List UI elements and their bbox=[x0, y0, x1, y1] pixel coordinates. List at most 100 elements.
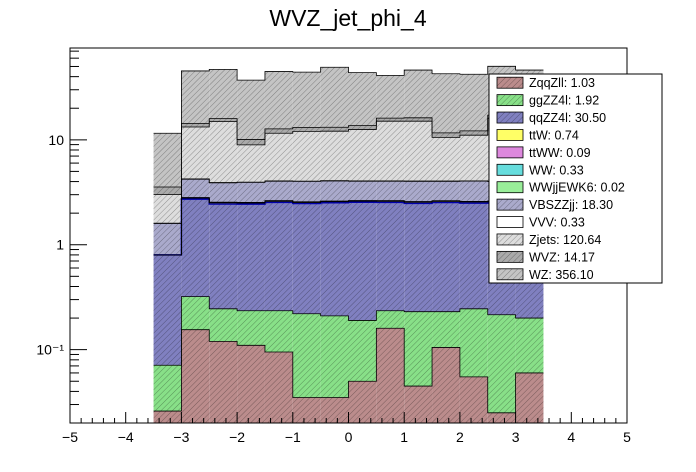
outline-qqZZ4l bbox=[153, 198, 544, 256]
bar-hatch-WVZ-bin-0 bbox=[153, 186, 182, 195]
legend-swatch-hatch-ZqqZll bbox=[497, 77, 523, 89]
bar-hatch-qqZZ4l-bin-10 bbox=[432, 202, 460, 312]
bar-hatch-Zjets-bin-9 bbox=[404, 121, 433, 182]
legend-label-WW: WW: 0.33 bbox=[529, 163, 584, 177]
bar-hatch-ZqqZll-bin-5 bbox=[292, 397, 321, 423]
bar-hatch-ZqqZll-bin-2 bbox=[209, 341, 238, 423]
bar-hatch-WZ-bin-9 bbox=[404, 70, 433, 118]
bar-hatch-ZqqZll-bin-8 bbox=[376, 328, 405, 423]
bar-hatch-WZ-bin-10 bbox=[432, 73, 460, 133]
legend-label-VBSZZjj: VBSZZjj: 18.30 bbox=[529, 198, 613, 212]
bar-hatch-qqZZ4l-bin-3 bbox=[237, 204, 265, 311]
x-tick-label: 1 bbox=[400, 429, 408, 445]
x-tick-label: −2 bbox=[229, 429, 245, 445]
bar-hatch-ggZZ4l-bin-2 bbox=[209, 308, 238, 342]
bar-hatch-ZqqZll-bin-11 bbox=[459, 376, 488, 423]
legend-label-ggZZ4l: ggZZ4l: 1.92 bbox=[529, 94, 599, 108]
bar-hatch-VBSZZjj-bin-0 bbox=[153, 223, 182, 255]
x-tick-label: −5 bbox=[62, 429, 78, 445]
bar-hatch-Zjets-bin-6 bbox=[320, 131, 349, 181]
legend-swatch-hatch-WVZ bbox=[497, 251, 523, 263]
legend-swatch-ttWW bbox=[496, 146, 524, 159]
bar-hatch-VBSZZjj-bin-7 bbox=[348, 181, 377, 201]
bar-hatch-WZ-bin-11 bbox=[459, 74, 488, 131]
bar-hatch-qqZZ4l-bin-9 bbox=[404, 203, 433, 312]
outline-WVZ bbox=[153, 114, 544, 188]
bar-hatch-VBSZZjj-bin-9 bbox=[404, 181, 433, 202]
bar-hatch-qqZZ4l-bin-5 bbox=[292, 203, 321, 314]
x-tick-label: 3 bbox=[512, 429, 520, 445]
bar-hatch-qqZZ4l-bin-11 bbox=[459, 203, 488, 309]
y-tick-label: 10 bbox=[48, 132, 64, 148]
legend-swatch-VVV bbox=[496, 216, 524, 228]
bar-hatch-ggZZ4l-bin-9 bbox=[404, 311, 433, 387]
bar-hatch-qqZZ4l-bin-0 bbox=[153, 254, 182, 366]
legend-swatch-hatch-ggZZ4l bbox=[497, 94, 523, 106]
bar-hatch-Zjets-bin-8 bbox=[376, 121, 405, 181]
outline-Zjets bbox=[153, 117, 544, 196]
outline-VVV bbox=[153, 178, 544, 224]
bar-hatch-Zjets-bin-3 bbox=[237, 144, 265, 183]
bar-hatch-WZ-bin-5 bbox=[292, 72, 321, 128]
legend-swatch-ttW bbox=[496, 129, 524, 141]
bar-hatch-qqZZ4l-bin-8 bbox=[376, 202, 405, 311]
bar-hatch-WZ-bin-0 bbox=[153, 133, 182, 187]
bar-hatch-ggZZ4l-bin-12 bbox=[487, 314, 516, 413]
bar-hatch-WVZ-bin-8 bbox=[376, 118, 405, 122]
bar-hatch-ZqqZll-bin-12 bbox=[487, 412, 516, 423]
bar-hatch-WVZ-bin-1 bbox=[181, 123, 210, 128]
bar-hatch-ZqqZll-bin-6 bbox=[320, 397, 349, 423]
stack-outlines bbox=[153, 65, 544, 414]
x-tick-label: 2 bbox=[456, 429, 464, 445]
bar-hatch-ZqqZll-bin-0 bbox=[153, 411, 182, 423]
bar-hatch-qqZZ4l-bin-1 bbox=[181, 199, 210, 297]
legend-label-qqZZ4l: qqZZ4l: 30.50 bbox=[529, 111, 606, 125]
bar-hatch-ZqqZll-bin-1 bbox=[181, 329, 210, 423]
bar-hatch-VBSZZjj-bin-5 bbox=[292, 181, 321, 202]
bar-hatch-VBSZZjj-bin-1 bbox=[181, 179, 210, 198]
bar-hatch-VBSZZjj-bin-2 bbox=[209, 182, 238, 203]
bar-hatch-ggZZ4l-bin-6 bbox=[320, 315, 349, 398]
bar-hatch-Zjets-bin-1 bbox=[181, 127, 210, 179]
bar-hatch-qqZZ4l-bin-6 bbox=[320, 202, 349, 316]
bar-hatch-ggZZ4l-bin-7 bbox=[348, 320, 377, 382]
legend-box bbox=[488, 73, 663, 284]
bar-hatch-VBSZZjj-bin-8 bbox=[376, 181, 405, 201]
legend-swatch-hatch-WZ bbox=[497, 268, 523, 280]
outline-ZqqZll bbox=[153, 327, 544, 414]
legend-label-ttWW: ttWW: 0.09 bbox=[529, 146, 591, 160]
bar-hatch-WVZ-bin-9 bbox=[404, 117, 433, 122]
bar-hatch-Zjets-bin-4 bbox=[264, 133, 293, 181]
bar-hatch-qqZZ4l-bin-7 bbox=[348, 202, 377, 321]
outline-WZ bbox=[153, 65, 544, 134]
bar-hatch-Zjets-bin-7 bbox=[348, 129, 377, 181]
bar-hatch-ggZZ4l-bin-5 bbox=[292, 313, 321, 398]
chart-title: WVZ_jet_phi_4 bbox=[269, 5, 426, 31]
bar-hatch-WVZ-bin-4 bbox=[264, 128, 293, 134]
bar-hatch-WZ-bin-6 bbox=[320, 67, 349, 128]
bar-hatch-WVZ-bin-10 bbox=[432, 132, 460, 138]
axes: −5 −4 −3 −2 −1 0 1 2 3 4 5 10⁻¹ 1 10 bbox=[36, 50, 631, 445]
bar-hatch-ZqqZll-bin-9 bbox=[404, 386, 433, 423]
histogram-bars bbox=[153, 66, 544, 423]
legend-label-WZ: WZ: 356.10 bbox=[529, 268, 594, 282]
bar-hatch-Zjets-bin-11 bbox=[459, 135, 488, 181]
x-tick-label: −1 bbox=[285, 429, 301, 445]
bar-hatch-ggZZ4l-bin-11 bbox=[459, 308, 488, 377]
x-tick-label: 4 bbox=[567, 429, 575, 445]
bar-hatch-WZ-bin-1 bbox=[181, 70, 210, 124]
bar-hatch-WVZ-bin-5 bbox=[292, 127, 321, 132]
bar-hatch-ZqqZll-bin-10 bbox=[432, 347, 460, 423]
bar-hatch-WVZ-bin-6 bbox=[320, 127, 349, 132]
y-tick-label: 1 bbox=[56, 237, 64, 253]
x-tick-label: 0 bbox=[345, 429, 353, 445]
bar-hatch-WZ-bin-3 bbox=[237, 80, 265, 140]
bar-hatch-ggZZ4l-bin-13 bbox=[515, 318, 544, 373]
legend-label-ZqqZll: ZqqZll: 1.03 bbox=[529, 76, 595, 90]
legend-label-WWjjEWK6: WWjjEWK6: 0.02 bbox=[529, 181, 625, 195]
bar-hatch-qqZZ4l-bin-2 bbox=[209, 203, 238, 309]
bar-hatch-ZqqZll-bin-4 bbox=[264, 351, 293, 423]
x-tick-label: −3 bbox=[173, 429, 189, 445]
bar-hatch-VBSZZjj-bin-6 bbox=[320, 180, 349, 202]
